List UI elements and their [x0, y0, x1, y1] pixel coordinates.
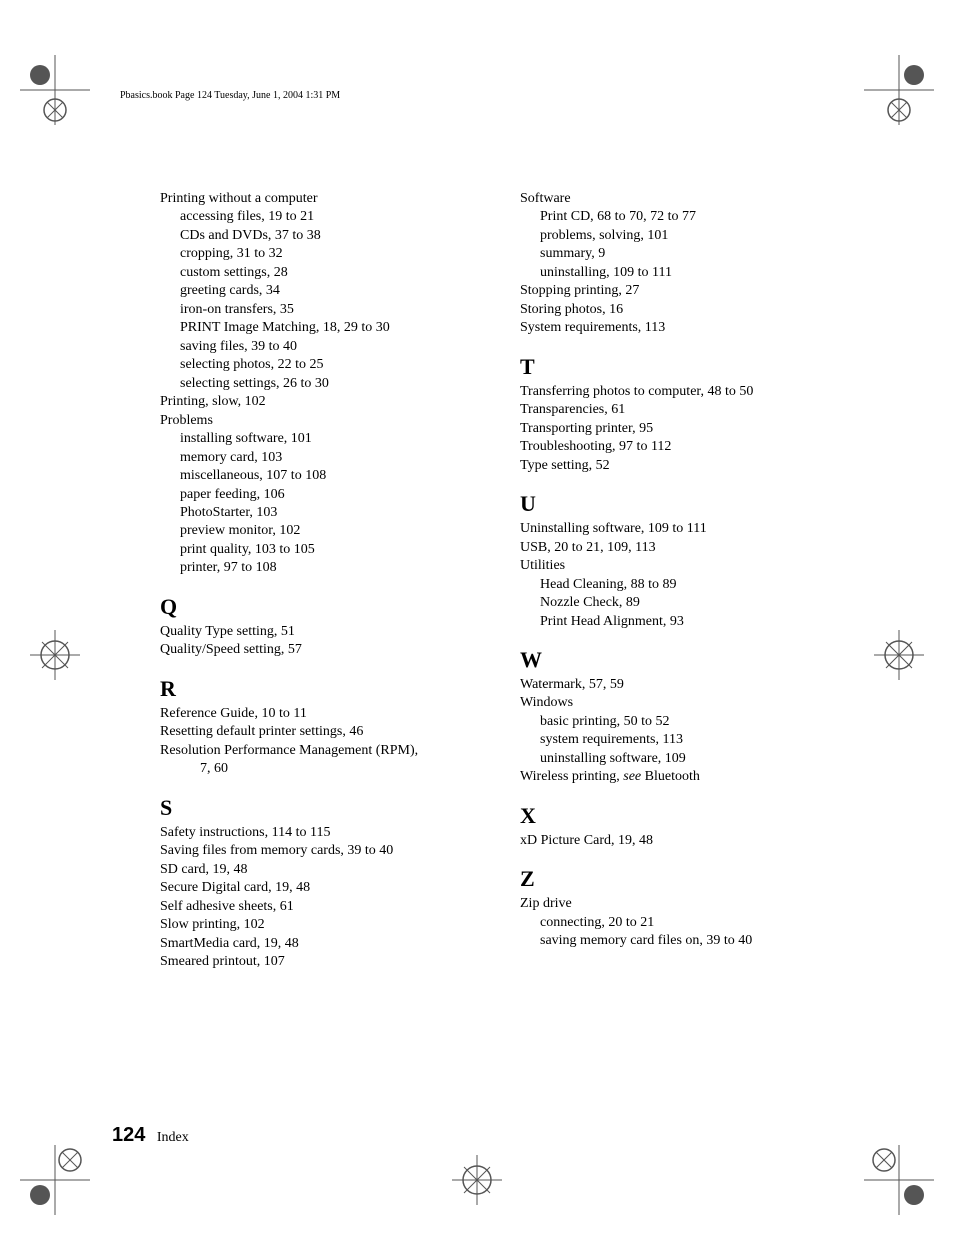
registration-mark-icon	[864, 55, 934, 125]
index-entry: paper feeding, 106	[160, 486, 480, 504]
index-entry: 7, 60	[160, 760, 480, 778]
index-entry: problems, solving, 101	[520, 227, 840, 245]
index-entry: SmartMedia card, 19, 48	[160, 935, 480, 953]
index-entry: Safety instructions, 114 to 115	[160, 824, 480, 842]
index-entry: Transparencies, 61	[520, 401, 840, 419]
registration-mark-icon	[20, 1145, 90, 1215]
index-letter-heading: T	[520, 352, 840, 381]
index-entry: Stopping printing, 27	[520, 282, 840, 300]
index-entry: saving files, 39 to 40	[160, 338, 480, 356]
index-letter-heading: W	[520, 645, 840, 674]
index-entry: Problems	[160, 412, 480, 430]
index-entry: saving memory card files on, 39 to 40	[520, 932, 840, 950]
index-entry: Quality Type setting, 51	[160, 623, 480, 641]
index-entry: Self adhesive sheets, 61	[160, 898, 480, 916]
index-entry: Slow printing, 102	[160, 916, 480, 934]
index-entry: Printing, slow, 102	[160, 393, 480, 411]
index-entry: System requirements, 113	[520, 319, 840, 337]
index-entry: Wireless printing, see Bluetooth	[520, 768, 840, 786]
index-entry: connecting, 20 to 21	[520, 914, 840, 932]
index-entry: Utilities	[520, 557, 840, 575]
index-entry: CDs and DVDs, 37 to 38	[160, 227, 480, 245]
index-entry: custom settings, 28	[160, 264, 480, 282]
index-entry: Zip drive	[520, 895, 840, 913]
index-entry: Head Cleaning, 88 to 89	[520, 576, 840, 594]
index-entry: Watermark, 57, 59	[520, 676, 840, 694]
index-entry: Printing without a computer	[160, 190, 480, 208]
index-entry: summary, 9	[520, 245, 840, 263]
index-entry: Resolution Performance Management (RPM),	[160, 742, 480, 760]
index-right-column: SoftwarePrint CD, 68 to 70, 72 to 77prob…	[520, 190, 840, 972]
index-entry: iron-on transfers, 35	[160, 301, 480, 319]
index-entry: Uninstalling software, 109 to 111	[520, 520, 840, 538]
index-entry: Type setting, 52	[520, 457, 840, 475]
index-left-column: Printing without a computeraccessing fil…	[160, 190, 480, 972]
index-entry: Transporting printer, 95	[520, 420, 840, 438]
registration-mark-icon	[442, 1145, 512, 1215]
index-entry: printer, 97 to 108	[160, 559, 480, 577]
registration-mark-icon	[20, 620, 90, 690]
index-letter-heading: Q	[160, 592, 480, 621]
index-entry: installing software, 101	[160, 430, 480, 448]
index-entry: Reference Guide, 10 to 11	[160, 705, 480, 723]
page-number: 124	[112, 1124, 145, 1146]
index-entry: greeting cards, 34	[160, 282, 480, 300]
index-letter-heading: X	[520, 801, 840, 830]
index-entry: system requirements, 113	[520, 731, 840, 749]
index-entry: uninstalling software, 109	[520, 750, 840, 768]
index-entry: Troubleshooting, 97 to 112	[520, 438, 840, 456]
registration-mark-icon	[864, 620, 934, 690]
index-entry: Print Head Alignment, 93	[520, 613, 840, 631]
index-entry: Software	[520, 190, 840, 208]
index-entry: uninstalling, 109 to 111	[520, 264, 840, 282]
index-entry: Secure Digital card, 19, 48	[160, 879, 480, 897]
index-entry: Resetting default printer settings, 46	[160, 723, 480, 741]
index-letter-heading: U	[520, 489, 840, 518]
index-entry: preview monitor, 102	[160, 522, 480, 540]
index-letter-heading: R	[160, 674, 480, 703]
index-entry: Quality/Speed setting, 57	[160, 641, 480, 659]
page-header: Pbasics.book Page 124 Tuesday, June 1, 2…	[120, 90, 340, 101]
index-entry: selecting photos, 22 to 25	[160, 356, 480, 374]
index-entry: USB, 20 to 21, 109, 113	[520, 539, 840, 557]
index-entry: Nozzle Check, 89	[520, 594, 840, 612]
index-entry: Storing photos, 16	[520, 301, 840, 319]
index-entry: miscellaneous, 107 to 108	[160, 467, 480, 485]
footer-label: Index	[157, 1130, 189, 1145]
index-entry: Windows	[520, 694, 840, 712]
page-footer: 124 Index	[112, 1124, 189, 1147]
index-entry: PRINT Image Matching, 18, 29 to 30	[160, 319, 480, 337]
index-entry: print quality, 103 to 105	[160, 541, 480, 559]
index-entry: cropping, 31 to 32	[160, 245, 480, 263]
index-entry: xD Picture Card, 19, 48	[520, 832, 840, 850]
index-entry: basic printing, 50 to 52	[520, 713, 840, 731]
registration-mark-icon	[20, 55, 90, 125]
index-letter-heading: S	[160, 793, 480, 822]
index-entry: accessing files, 19 to 21	[160, 208, 480, 226]
index-entry: Saving files from memory cards, 39 to 40	[160, 842, 480, 860]
index-content: Printing without a computeraccessing fil…	[160, 190, 860, 972]
index-entry: SD card, 19, 48	[160, 861, 480, 879]
index-entry: memory card, 103	[160, 449, 480, 467]
index-entry: Smeared printout, 107	[160, 953, 480, 971]
index-letter-heading: Z	[520, 864, 840, 893]
index-entry: selecting settings, 26 to 30	[160, 375, 480, 393]
index-entry: Print CD, 68 to 70, 72 to 77	[520, 208, 840, 226]
index-entry: PhotoStarter, 103	[160, 504, 480, 522]
index-entry: Transferring photos to computer, 48 to 5…	[520, 383, 840, 401]
registration-mark-icon	[864, 1145, 934, 1215]
